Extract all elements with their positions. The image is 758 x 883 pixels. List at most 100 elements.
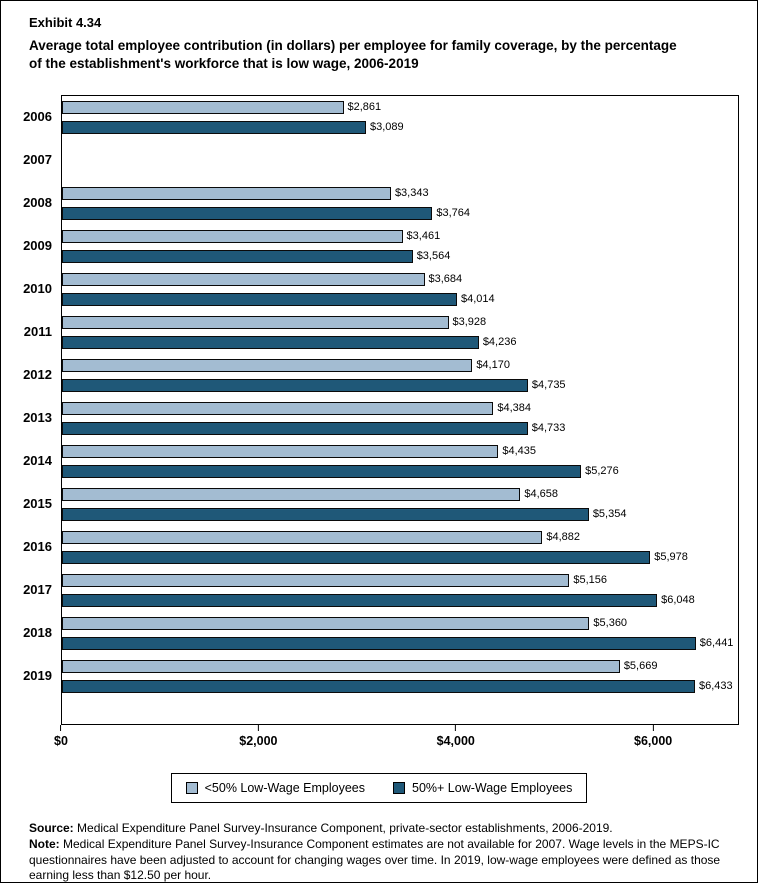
footer: Source: Medical Expenditure Panel Survey… <box>29 820 733 883</box>
chart-row: $4,435 $5,276 <box>62 440 738 483</box>
bar-light-series <box>62 616 590 630</box>
chart-row: $5,669 $6,433 <box>62 655 738 698</box>
bar-line: $4,236 <box>62 335 738 349</box>
bar-line: $3,928 <box>62 315 738 329</box>
chart-row: $4,658 $5,354 <box>62 483 738 526</box>
tick-mark <box>455 724 457 731</box>
bar-value-label: $3,343 <box>394 187 429 200</box>
bar-line <box>62 144 738 157</box>
bar-value-label: $4,658 <box>524 488 558 501</box>
bar-line: $6,441 <box>62 636 738 650</box>
bar-light-series <box>62 401 494 415</box>
y-axis-label: 2009 <box>23 237 52 253</box>
x-axis-tick: $0 <box>54 724 68 748</box>
bar-line: $4,733 <box>62 421 738 435</box>
chart-title: Average total employee contribution (in … <box>29 38 677 71</box>
y-axis-label: 2018 <box>23 624 52 640</box>
x-tick-label: $0 <box>54 733 68 748</box>
chart-row: $3,684 $4,014 <box>62 268 738 311</box>
chart-row: $5,156 $6,048 <box>62 569 738 612</box>
bar-dark-series <box>62 507 589 521</box>
bar-value-label: $3,764 <box>436 207 471 220</box>
chart-row: $3,343 $3,764 <box>62 182 738 225</box>
chart-row: $2,861 $3,089 <box>62 96 738 139</box>
bar-dark-series <box>62 206 433 220</box>
y-axis-labels: 2006 2007 2008 2009 2010 2011 2012 2013 2014 2015… <box>11 95 61 725</box>
y-axis-label: 2008 <box>23 194 52 210</box>
bar-light-series <box>62 530 543 544</box>
bar-line: $5,360 <box>62 616 738 630</box>
y-axis-label: 2013 <box>23 409 52 425</box>
x-axis-tick: $6,000 <box>634 724 673 748</box>
bar-line: $2,861 <box>62 100 738 114</box>
source-text: Medical Expenditure Panel Survey-Insuran… <box>73 820 613 835</box>
bar-value-label: $5,276 <box>585 465 619 478</box>
bar-line: $4,014 <box>62 292 738 306</box>
bar-line: $5,276 <box>62 464 738 478</box>
bar-value-label: $4,733 <box>531 422 566 435</box>
bar-light-series <box>62 444 499 458</box>
x-axis: $0 $2,000 $4,000 $6,000 <box>54 724 739 759</box>
bar-line <box>62 164 738 177</box>
bar-value-label: $4,236 <box>482 336 517 349</box>
bar-value-label: $4,735 <box>531 379 566 392</box>
note-text: Medical Expenditure Panel Survey-Insuran… <box>29 837 721 883</box>
bar-value-label: $3,928 <box>452 316 487 329</box>
bar-line: $5,978 <box>62 550 738 564</box>
bar-value-label: $4,435 <box>502 445 537 458</box>
bar-value-label: $2,861 <box>347 101 382 114</box>
bar-line: $4,435 <box>62 444 738 458</box>
x-tick-label: $2,000 <box>239 733 278 748</box>
chart-row: $4,882 $5,978 <box>62 526 738 569</box>
bar-dark-series <box>62 120 366 134</box>
bar-dark-series <box>62 335 479 349</box>
bar-dark-series <box>62 593 658 607</box>
legend-label: 50%+ Low-Wage Employees <box>412 780 573 795</box>
bar-line: $3,343 <box>62 186 738 200</box>
bar-light-series <box>62 659 620 673</box>
bar-dark-series <box>62 636 696 650</box>
bar-light-series <box>62 315 449 329</box>
legend-box: <50% Low-Wage Employees 50%+ Low-Wage Emp… <box>170 772 588 803</box>
bar-dark-series <box>62 550 651 564</box>
bar-line: $5,156 <box>62 573 738 587</box>
chart-row: $3,461 $3,564 <box>62 225 738 268</box>
bar-dark-series <box>62 464 582 478</box>
bar-value-label: $4,384 <box>497 402 532 415</box>
note-label: Note: <box>29 837 60 852</box>
bar-line: $6,048 <box>62 593 738 607</box>
bar-value-label: $4,014 <box>460 293 495 306</box>
legend-label: <50% Low-Wage Employees <box>204 780 365 795</box>
y-axis-label: 2014 <box>23 452 52 468</box>
bar-value-label: $5,669 <box>623 660 658 673</box>
bar-light-series <box>62 186 391 200</box>
plot-area: $2,861 $3,089 $3,343 $3,764 $3,461 $3,564 $3,6… <box>61 94 739 725</box>
bar-line: $3,764 <box>62 206 738 220</box>
bar-value-label: $3,461 <box>406 230 441 243</box>
bar-value-label: $4,882 <box>546 531 581 544</box>
chart: 2006 2007 2008 2009 2010 2011 2012 2013 2014 2015… <box>11 94 739 725</box>
bar-line: $3,684 <box>62 272 738 286</box>
bar-line: $5,354 <box>62 507 738 521</box>
bar-value-label: $3,684 <box>428 273 463 286</box>
x-tick-label: $4,000 <box>436 733 475 748</box>
bar-line: $3,461 <box>62 229 738 243</box>
y-axis-label: 2017 <box>23 581 52 597</box>
y-axis-label: 2015 <box>23 495 52 511</box>
x-tick-label: $6,000 <box>634 733 673 748</box>
y-axis-label: 2007 <box>23 151 52 167</box>
y-axis-label: 2012 <box>23 366 52 382</box>
bar-dark-series <box>62 679 695 693</box>
bar-line: $4,170 <box>62 358 738 372</box>
bar-value-label: $3,089 <box>369 121 404 134</box>
header: Exhibit 4.34 Average total employee cont… <box>1 1 757 73</box>
bar-dark-series <box>62 292 457 306</box>
bar-value-label: $5,354 <box>592 508 627 521</box>
y-axis-label: 2010 <box>23 280 52 296</box>
legend-item: <50% Low-Wage Employees <box>185 780 365 795</box>
bar-value-label: $5,156 <box>573 574 607 587</box>
y-axis-label: 2019 <box>23 667 52 683</box>
bar-value-label: $3,564 <box>416 250 451 263</box>
bar-line: $3,564 <box>62 249 738 263</box>
bar-value-label: $6,048 <box>661 594 695 607</box>
